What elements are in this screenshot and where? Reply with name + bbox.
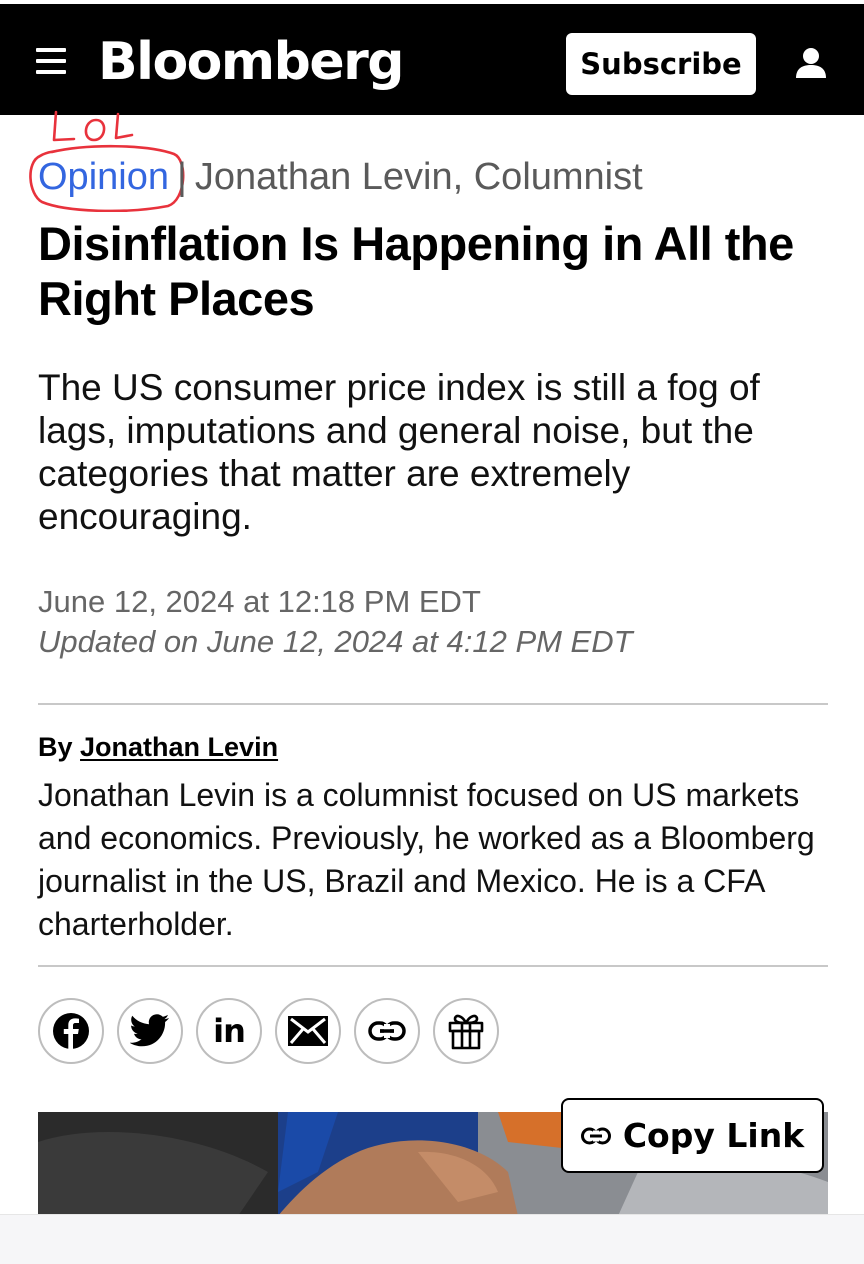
user-icon[interactable] xyxy=(794,46,828,80)
bloomberg-logo[interactable]: Bloomberg xyxy=(98,32,404,92)
link-icon xyxy=(368,1021,406,1041)
linkedin-icon: in xyxy=(213,1012,246,1050)
top-nav-bar: Bloomberg Subscribe xyxy=(0,0,864,115)
browser-bottom-bar xyxy=(0,1214,864,1264)
facebook-icon xyxy=(53,1013,89,1049)
gift-article-button[interactable] xyxy=(433,998,499,1064)
author-byline: By Jonathan Levin xyxy=(38,732,278,763)
hamburger-menu-icon[interactable] xyxy=(36,48,66,74)
article-headline: Disinflation Is Happening in All the Rig… xyxy=(38,217,794,325)
gift-icon xyxy=(448,1014,484,1050)
copy-link-button[interactable]: Copy Link xyxy=(561,1098,824,1173)
author-bio: Jonathan Levin is a columnist focused on… xyxy=(38,777,815,942)
section-link-opinion[interactable]: Opinion xyxy=(38,156,169,198)
twitter-icon xyxy=(130,1014,169,1047)
handwritten-lol-annotation xyxy=(29,110,185,212)
link-icon xyxy=(580,1127,611,1144)
publish-date: June 12, 2024 at 12:18 PM EDT xyxy=(38,584,481,619)
link-share-button[interactable] xyxy=(354,998,420,1064)
divider xyxy=(38,703,828,705)
twitter-share-button[interactable] xyxy=(117,998,183,1064)
share-toolbar: in xyxy=(38,998,512,1064)
article-dek: The US consumer price index is still a f… xyxy=(38,367,760,537)
by-prefix: By xyxy=(38,732,73,762)
author-columnist-label[interactable]: Jonathan Levin, Columnist xyxy=(194,156,643,198)
author-name-link[interactable]: Jonathan Levin xyxy=(80,732,279,762)
email-icon xyxy=(288,1016,328,1046)
copy-link-label: Copy Link xyxy=(622,1116,805,1155)
facebook-share-button[interactable] xyxy=(38,998,104,1064)
section-byline: Opinion | Jonathan Levin, Columnist xyxy=(38,156,643,199)
linkedin-share-button[interactable]: in xyxy=(196,998,262,1064)
updated-date: Updated on June 12, 2024 at 4:12 PM EDT xyxy=(38,624,633,659)
subscribe-button[interactable]: Subscribe xyxy=(566,33,756,95)
divider xyxy=(38,965,828,967)
email-share-button[interactable] xyxy=(275,998,341,1064)
byline-separator: | xyxy=(176,156,187,198)
